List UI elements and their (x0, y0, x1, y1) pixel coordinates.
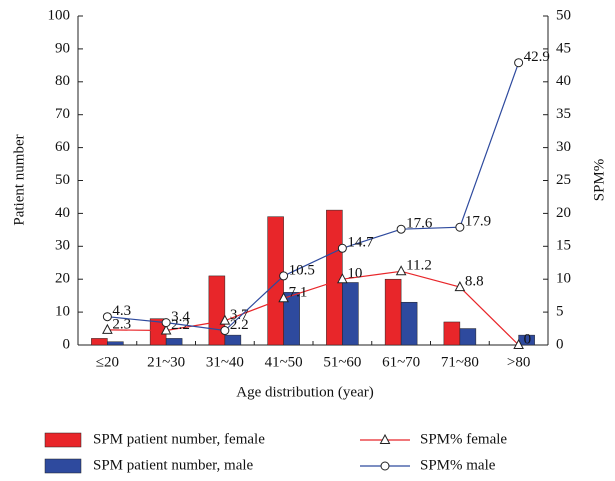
data-label: 4.3 (112, 303, 131, 319)
y-axis-title: Patient number (11, 134, 27, 225)
marker (454, 281, 466, 292)
y-tick-label: 0 (63, 336, 71, 352)
y2-tick-label: 40 (556, 73, 571, 89)
data-label: 10.5 (289, 262, 315, 278)
y2-tick-label: 50 (556, 7, 571, 23)
legend-label: SPM% male (420, 457, 496, 473)
y-tick-label: 50 (55, 172, 70, 188)
legend-swatch (44, 458, 82, 474)
y-tick-label: 70 (55, 106, 70, 122)
y2-tick-label: 15 (556, 238, 571, 254)
marker (220, 326, 230, 336)
legend-label: SPM patient number, male (93, 457, 254, 473)
x-tick-label: 21~30 (147, 354, 185, 370)
y-tick-label: 100 (48, 7, 71, 23)
x-tick-label: 41~50 (265, 354, 303, 370)
marker (337, 273, 348, 284)
data-label: 3.4 (171, 309, 190, 325)
y-tick-label: 30 (55, 238, 70, 254)
y2-tick-label: 30 (556, 139, 571, 155)
x-tick-label: 31~40 (206, 354, 244, 370)
y2-tick-label: 25 (556, 172, 571, 188)
marker (102, 323, 113, 334)
y2-tick-label: 35 (556, 106, 571, 122)
bar (107, 341, 124, 346)
bar (208, 275, 226, 346)
bar (326, 209, 343, 346)
data-label: 17.6 (406, 216, 433, 232)
y-tick-label: 90 (55, 40, 70, 56)
data-label: 7.1 (289, 285, 308, 301)
y2-axis-title: SPM% (591, 159, 607, 202)
marker (279, 271, 289, 281)
bar (283, 292, 300, 346)
y-tick-label: 80 (55, 73, 70, 89)
marker (102, 312, 112, 322)
y2-tick-label: 10 (556, 271, 571, 287)
marker (455, 222, 465, 232)
bar (267, 216, 284, 346)
data-label: 10 (347, 266, 362, 282)
marker (513, 338, 524, 349)
data-label: 0 (524, 331, 532, 347)
x-tick-label: 51~60 (323, 354, 361, 370)
bar (342, 282, 359, 346)
y-tick-label: 20 (55, 271, 70, 287)
data-label: 2.3 (112, 316, 131, 332)
y-tick-label: 60 (55, 139, 70, 155)
line (107, 270, 520, 346)
data-label: 11.2 (406, 258, 432, 274)
marker (278, 292, 289, 303)
marker (396, 224, 406, 234)
bar (165, 338, 183, 346)
legend-label: SPM% female (420, 431, 507, 447)
y-tick-label: 40 (55, 205, 70, 221)
y2-tick-label: 20 (556, 205, 571, 221)
x-tick-label: 71~80 (441, 354, 479, 370)
line (107, 62, 520, 332)
y2-tick-label: 5 (556, 304, 564, 320)
legend-marker (380, 461, 390, 471)
x-tick-label: 61~70 (382, 354, 420, 370)
bar (459, 328, 477, 346)
marker (337, 243, 347, 253)
data-label: 2.2 (230, 317, 249, 333)
x-axis-title: Age distribution (year) (236, 384, 373, 400)
x-tick-label: ≤20 (96, 354, 119, 370)
marker (219, 314, 231, 325)
bar (443, 321, 461, 346)
x-tick-label: >80 (507, 354, 530, 370)
data-label: 14.7 (347, 235, 374, 251)
data-label: 42.9 (524, 49, 550, 65)
data-label: 17.9 (465, 214, 491, 230)
data-label: 3.7 (230, 307, 249, 323)
marker (395, 265, 407, 276)
legend-label: SPM patient number, female (93, 431, 265, 447)
y-tick-label: 10 (55, 304, 70, 320)
marker (514, 58, 524, 68)
marker (160, 324, 172, 335)
bar (384, 278, 402, 346)
marker (161, 318, 171, 328)
data-label: 8.8 (465, 274, 484, 290)
bar (400, 301, 418, 346)
y2-tick-label: 45 (556, 40, 571, 56)
bar (91, 338, 108, 346)
y2-tick-label: 0 (556, 336, 564, 352)
legend-marker (379, 433, 391, 444)
bar (224, 334, 242, 346)
legend-swatch (44, 432, 82, 448)
